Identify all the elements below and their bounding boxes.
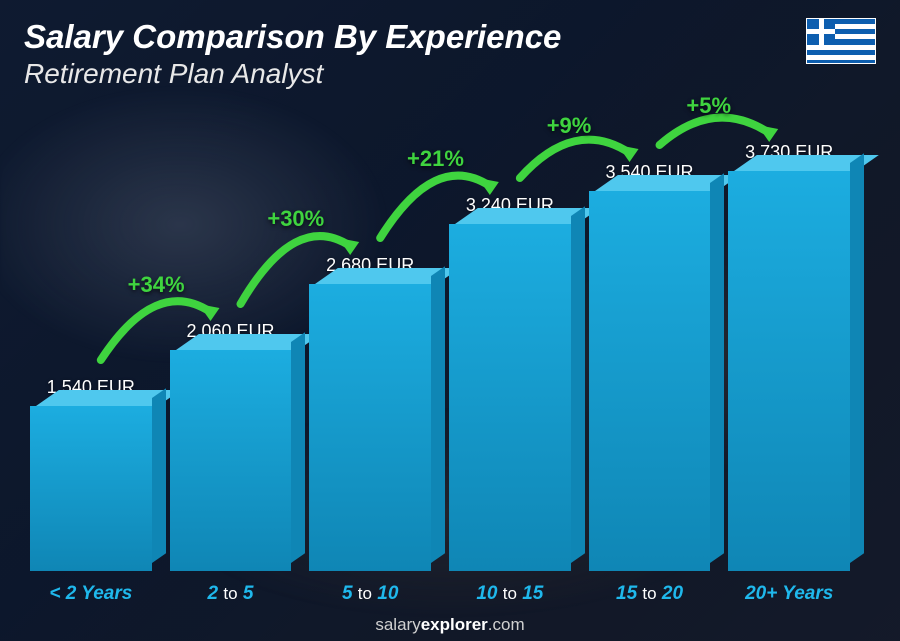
x-axis-label: 2 to 5 [170, 583, 292, 605]
bar-shape [589, 191, 711, 571]
x-axis-label: < 2 Years [30, 583, 152, 605]
bar-0: 1,540 EUR [30, 377, 152, 571]
delta-percentage: +34% [128, 272, 185, 298]
bar-shape [728, 171, 850, 571]
header: Salary Comparison By Experience Retireme… [24, 18, 876, 90]
bar-chart: 1,540 EUR2,060 EUR2,680 EUR3,240 EUR3,54… [30, 101, 850, 571]
bar-shape [170, 350, 292, 571]
footer-text-bold: explorer [421, 615, 488, 634]
chart-subtitle: Retirement Plan Analyst [24, 58, 561, 90]
x-axis-label: 15 to 20 [589, 583, 711, 605]
bar-shape [309, 284, 431, 571]
delta-percentage: +5% [686, 93, 731, 119]
delta-percentage: +9% [547, 113, 592, 139]
bar-4: 3,540 EUR [589, 162, 711, 571]
bar-shape [449, 224, 571, 571]
x-axis-label: 20+ Years [728, 583, 850, 605]
delta-percentage: +30% [267, 206, 324, 232]
bar-1: 2,060 EUR [170, 321, 292, 571]
bar-shape [30, 406, 152, 571]
x-axis: < 2 Years 2 to 5 5 to 10 10 to 15 15 to 20 20… [30, 583, 850, 605]
greece-flag-icon [806, 18, 876, 64]
footer-text-suffix: .com [488, 615, 525, 634]
chart-title: Salary Comparison By Experience [24, 18, 561, 56]
footer-text: salary [375, 615, 420, 634]
delta-percentage: +21% [407, 146, 464, 172]
bar-5: 3,730 EUR [728, 142, 850, 571]
bar-2: 2,680 EUR [309, 255, 431, 571]
bar-3: 3,240 EUR [449, 195, 571, 571]
footer-attribution: salaryexplorer.com [0, 615, 900, 635]
x-axis-label: 10 to 15 [449, 583, 571, 605]
x-axis-label: 5 to 10 [309, 583, 431, 605]
